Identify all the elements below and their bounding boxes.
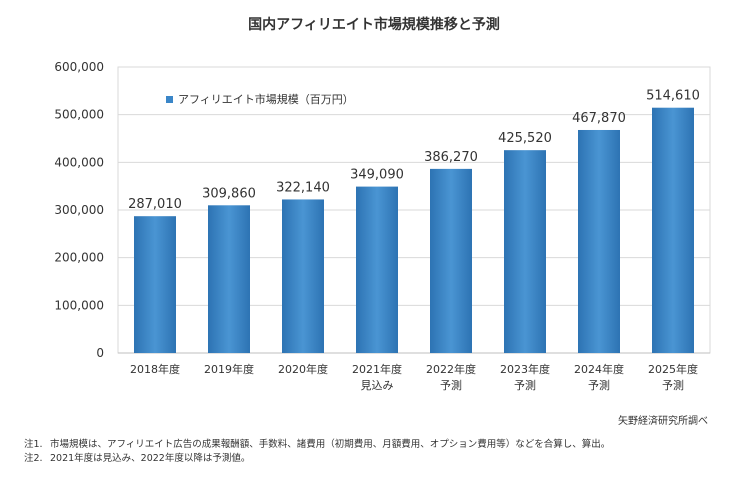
y-tick-label: 100,000 <box>54 298 104 312</box>
bar <box>208 205 250 353</box>
x-tick-label: 2023年度 <box>500 362 550 376</box>
footnote-2-text: 2021年度は見込み、2022年度以降は予測値。 <box>50 453 251 464</box>
y-tick-label: 500,000 <box>54 108 104 122</box>
x-tick-label: 2025年度 <box>648 362 698 376</box>
x-tick-label: 2021年度 <box>352 362 402 376</box>
bar <box>134 216 176 353</box>
footnote-1-label: 注1. <box>24 439 43 450</box>
x-tick-label: 2019年度 <box>204 362 254 376</box>
bar <box>356 186 398 353</box>
bar-chart: 0 100,000 200,000 300,000 400,000 500,000 600,… <box>54 60 711 392</box>
y-tick-label: 0 <box>96 346 104 360</box>
footnote-2-label: 注2. <box>24 453 43 464</box>
data-label: 514,610 <box>646 89 700 104</box>
y-tick-label: 600,000 <box>54 60 104 74</box>
x-tick-label: 2020年度 <box>278 362 328 376</box>
data-label: 386,270 <box>424 150 478 165</box>
bar <box>430 168 472 353</box>
footnote-2: 注2. 2021年度は見込み、2022年度以降は予測値。 <box>24 452 610 466</box>
chart-title: 国内アフィリエイト市場規模推移と予測 <box>248 17 500 33</box>
y-tick-label: 200,000 <box>54 251 104 265</box>
legend-swatch <box>166 96 173 103</box>
data-label: 467,870 <box>572 111 626 126</box>
data-label: 287,010 <box>128 197 182 212</box>
footnotes: 注1. 市場規模は、アフィリエイト広告の成果報酬額、手数料、諸費用（初期費用、月額… <box>24 438 610 466</box>
x-tick-sublabel: 予測 <box>514 378 536 392</box>
data-label: 425,520 <box>498 131 552 146</box>
bar <box>578 129 620 353</box>
x-tick-label: 2024年度 <box>574 362 624 376</box>
bar <box>652 107 694 353</box>
legend-label: アフィリエイト市場規模（百万円） <box>178 92 354 106</box>
x-tick-label: 2018年度 <box>130 362 180 376</box>
footnote-1: 注1. 市場規模は、アフィリエイト広告の成果報酬額、手数料、諸費用（初期費用、月額… <box>24 438 610 452</box>
x-tick-sublabel: 予測 <box>662 378 684 392</box>
x-tick-sublabel: 予測 <box>588 378 610 392</box>
y-tick-label: 400,000 <box>54 155 104 169</box>
data-label: 309,860 <box>202 186 256 201</box>
footnote-1-text: 市場規模は、アフィリエイト広告の成果報酬額、手数料、諸費用（初期費用、月額費用、… <box>50 439 611 450</box>
data-label: 349,090 <box>350 168 404 183</box>
x-tick-label: 2022年度 <box>426 362 476 376</box>
y-tick-label: 300,000 <box>54 203 104 217</box>
source-credit: 矢野経済研究所調べ <box>618 416 708 427</box>
data-label: 322,140 <box>276 180 330 195</box>
x-tick-sublabel: 予測 <box>440 378 462 392</box>
x-tick-sublabel: 見込み <box>361 379 394 392</box>
bar <box>504 150 546 353</box>
bar <box>282 199 324 353</box>
